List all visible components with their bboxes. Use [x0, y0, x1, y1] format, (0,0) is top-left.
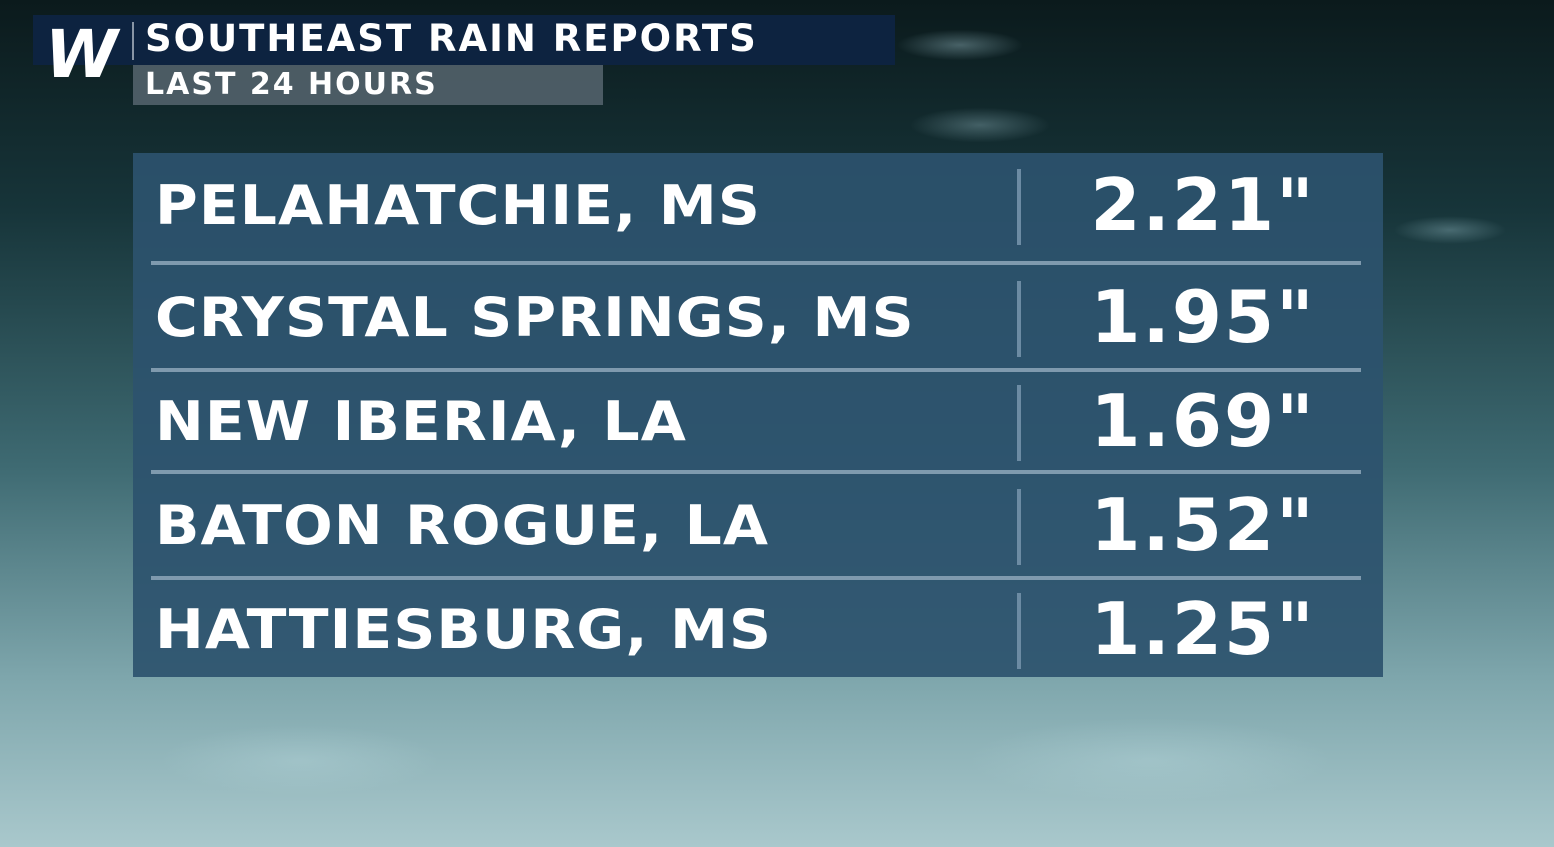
column-divider [1017, 489, 1021, 565]
table-row: HATTIESBURG, MS 1.25" [133, 577, 1383, 681]
row-divider [151, 261, 1361, 265]
rainfall-cell: 1.25" [1090, 587, 1316, 671]
column-divider [1017, 385, 1021, 461]
subtitle-bar [133, 65, 603, 105]
rain-reports-table: PELAHATCHIE, MS 2.21" CRYSTAL SPRINGS, M… [133, 153, 1383, 677]
location-cell: HATTIESBURG, MS [155, 597, 773, 661]
weather-channel-logo: W [45, 16, 118, 93]
title-bar [33, 15, 895, 65]
column-divider [1017, 169, 1021, 245]
title-separator [132, 22, 134, 60]
column-divider [1017, 281, 1021, 357]
location-cell: PELAHATCHIE, MS [155, 173, 761, 237]
row-divider [151, 576, 1361, 580]
location-cell: CRYSTAL SPRINGS, MS [155, 285, 915, 349]
rainfall-cell: 2.21" [1090, 163, 1316, 247]
table-row: NEW IBERIA, LA 1.69" [133, 369, 1383, 473]
table-row: BATON ROGUE, LA 1.52" [133, 473, 1383, 577]
table-row: CRYSTAL SPRINGS, MS 1.95" [133, 265, 1383, 369]
rainfall-cell: 1.52" [1090, 483, 1316, 567]
rainfall-cell: 1.69" [1090, 379, 1316, 463]
page-subtitle: LAST 24 HOURS [145, 67, 438, 102]
row-divider [151, 368, 1361, 372]
rainfall-cell: 1.95" [1090, 275, 1316, 359]
column-divider [1017, 593, 1021, 669]
location-cell: NEW IBERIA, LA [155, 389, 687, 453]
row-divider [151, 470, 1361, 474]
location-cell: BATON ROGUE, LA [155, 493, 770, 557]
table-row: PELAHATCHIE, MS 2.21" [133, 153, 1383, 257]
page-title: SOUTHEAST RAIN REPORTS [145, 17, 758, 60]
